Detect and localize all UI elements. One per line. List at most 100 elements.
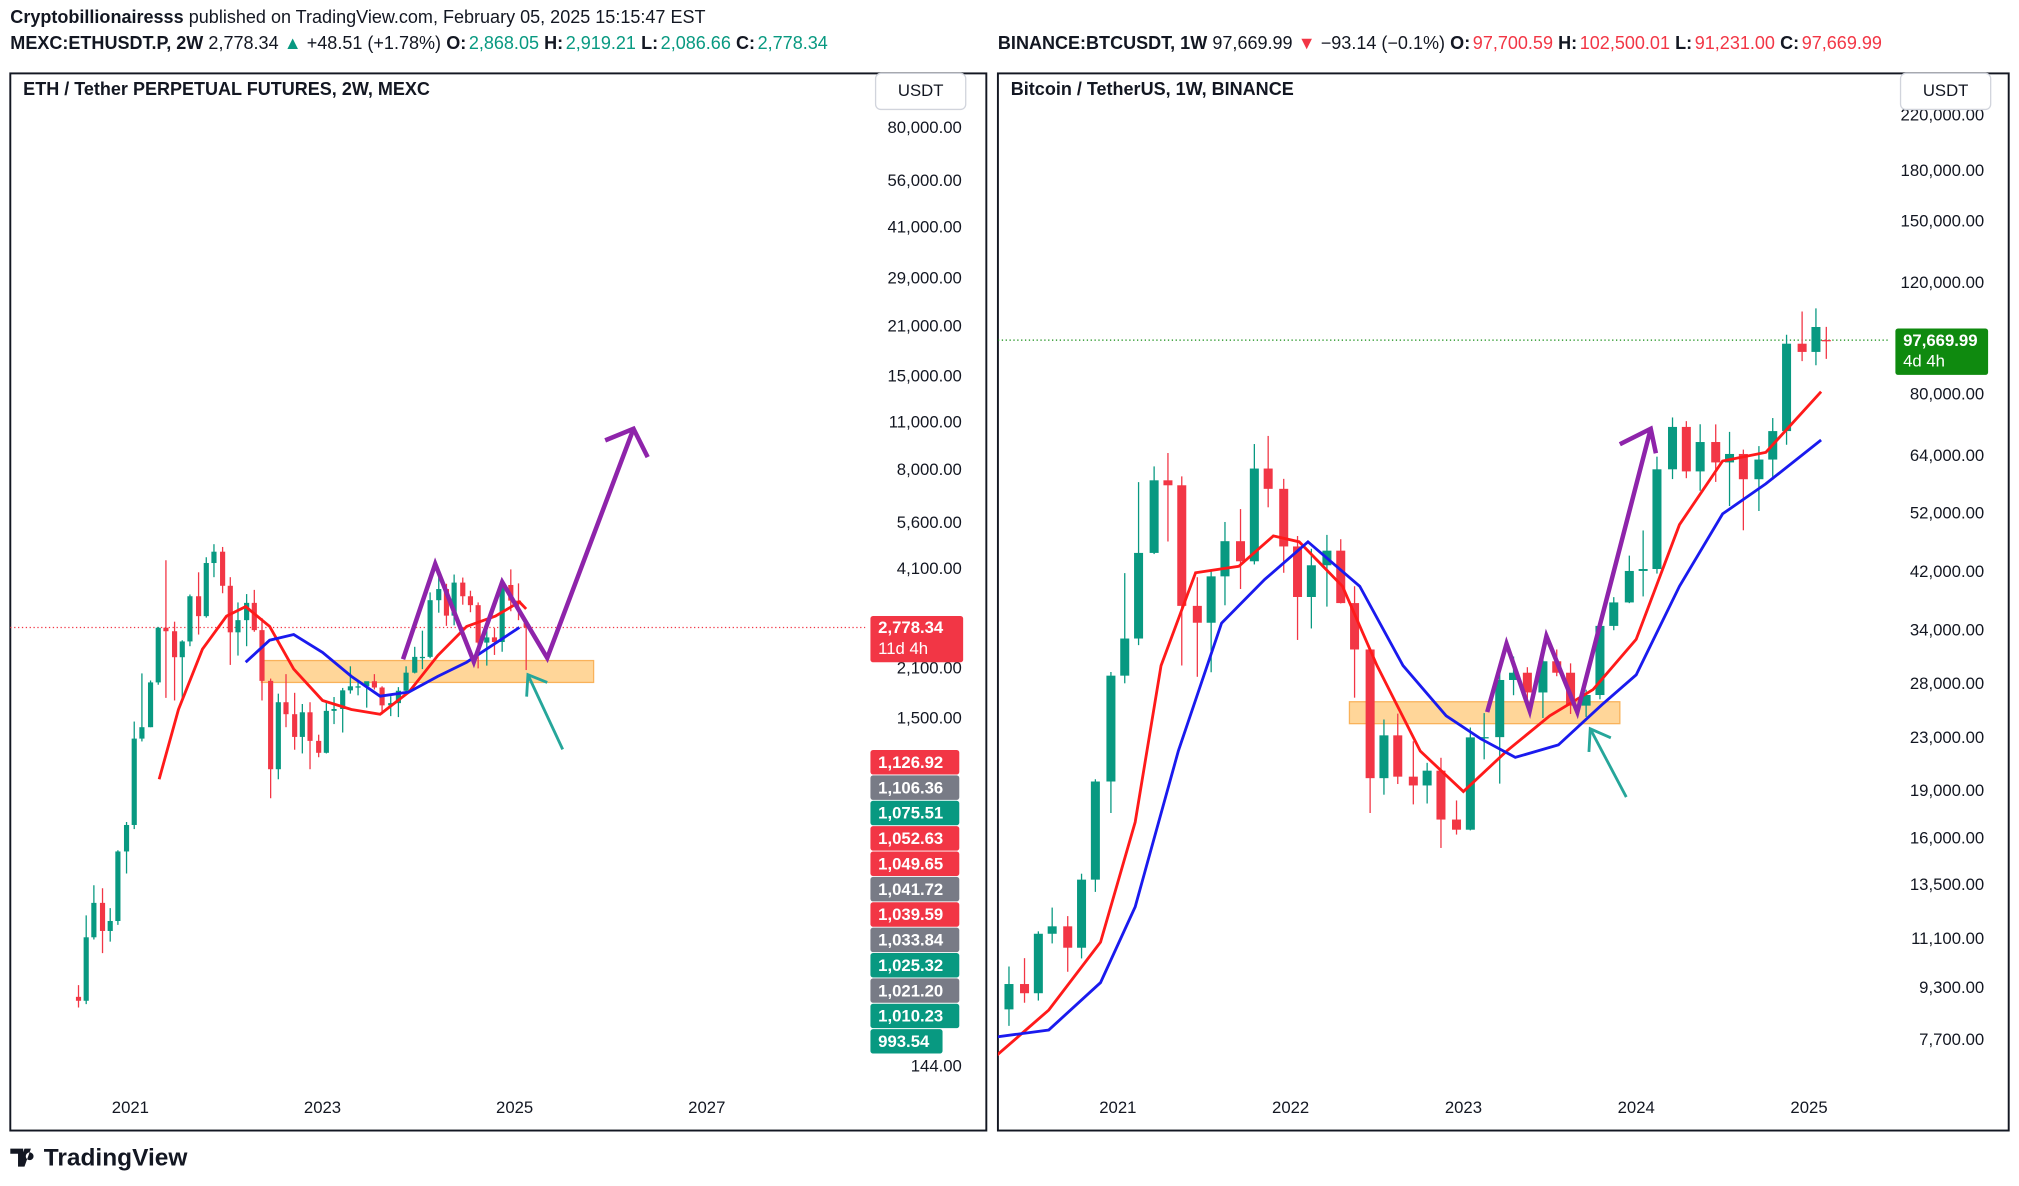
candle-body (275, 702, 281, 770)
candle-body (1566, 672, 1576, 706)
candle-body (1754, 459, 1764, 480)
pattern-arrowhead (1618, 425, 1659, 454)
y-tick-label: 15,000.00 (887, 367, 961, 386)
candle-body (1350, 603, 1360, 650)
candle-body (292, 714, 298, 737)
candle-body (1422, 770, 1432, 786)
candle-body (99, 902, 106, 931)
y-tick-label: 150,000.00 (1901, 211, 1985, 230)
candle-body (340, 690, 346, 710)
last-price: 2,778.34 (208, 32, 279, 53)
y-tick-label: 29,000.00 (887, 269, 961, 288)
candle-body (1581, 695, 1591, 706)
x-tick-label: 2023 (304, 1098, 341, 1117)
candle-body (139, 727, 145, 739)
candle-body (347, 686, 353, 691)
x-tick-label: 2022 (1272, 1098, 1309, 1117)
price-label-box (870, 851, 960, 876)
y-tick-label: 11,100.00 (1911, 929, 1984, 948)
countdown-label: 11d 4h (878, 639, 928, 658)
candle-body (283, 702, 289, 715)
candle-body (1220, 541, 1230, 577)
y-tick-label: 19,000.00 (1910, 781, 1984, 800)
moving-average (997, 390, 1823, 1057)
currency-button (874, 72, 967, 111)
candle-body (259, 630, 265, 681)
logo-icon (10, 1148, 34, 1167)
candle-body (1452, 819, 1462, 830)
ohlc-value: 91,231.00 (1694, 32, 1775, 53)
symbol-line: MEXC:ETHUSDT.P, 2W 2,778.34 ▲ +48.51 (+1.78… (10, 31, 833, 54)
candle-body (1004, 984, 1014, 1010)
candle-body (1047, 926, 1057, 934)
candle-body (1436, 770, 1446, 820)
ohlc-value: 102,500.01 (1579, 32, 1670, 53)
candle-body (147, 682, 154, 728)
price-label-box (870, 1029, 943, 1054)
price-label: 1,010.23 (878, 1007, 943, 1026)
candle-body (1522, 672, 1532, 693)
candle-body (244, 602, 250, 621)
change: +48.51 (+1.78%) (306, 32, 442, 53)
candle-body (1609, 602, 1619, 626)
price-label-box (870, 826, 960, 851)
candle-body (1206, 576, 1216, 623)
candle-body (460, 582, 466, 597)
candle-body (1149, 480, 1159, 553)
candle-body (1782, 343, 1792, 432)
candle-body (388, 703, 394, 706)
candle-body (211, 551, 217, 564)
panel-frame (996, 72, 2010, 1132)
candle-body (1668, 426, 1678, 470)
candle-body (131, 738, 137, 825)
candle-body (427, 600, 433, 657)
green-arrowhead (525, 672, 548, 697)
candle-body (436, 589, 442, 601)
pattern-arrowhead (604, 425, 650, 459)
publish-line: Cryptobillionairesss published on Trading… (10, 5, 710, 28)
last-price-box (1895, 328, 1989, 375)
candle-body (1379, 735, 1389, 779)
symbol-line: BINANCE:BTCUSDT, 1W 97,669.99 ▼ −93.14 (−0.… (998, 31, 1887, 54)
y-tick-label: 9,300.00 (1919, 978, 1984, 997)
y-tick-label: 80,000.00 (887, 118, 961, 137)
green-arrowhead (1587, 726, 1612, 753)
candle-body (163, 627, 169, 632)
y-tick-label: 80,000.00 (1910, 385, 1984, 404)
y-tick-label: 52,000.00 (1910, 503, 1984, 522)
candle-body (467, 596, 474, 606)
price-label: 1,106.36 (878, 778, 943, 797)
price-label-box (870, 978, 960, 1003)
ohlc-key: O: (446, 32, 467, 53)
y-tick-label: 180,000.00 (1901, 161, 1985, 180)
candle-body (1063, 926, 1073, 948)
y-tick-label: 21,000.00 (887, 317, 961, 336)
support-zone (260, 659, 595, 684)
candle-body (1681, 426, 1691, 472)
candle-body (1293, 546, 1303, 597)
ohlc-value: 2,086.66 (660, 32, 731, 53)
x-tick-label: 2023 (1445, 1098, 1482, 1117)
ohlc-key: C: (736, 32, 756, 53)
ohlc-value: 97,700.59 (1472, 32, 1554, 53)
y-tick-label: 4,100.00 (897, 559, 962, 578)
candle-body (1479, 737, 1489, 739)
published-note: published on TradingView.com, February 0… (188, 6, 706, 28)
price-label-box (870, 775, 960, 800)
x-tick-label: 2027 (688, 1098, 725, 1117)
candle-body (364, 681, 370, 687)
candle-body (316, 740, 322, 753)
pattern-drawing (1485, 428, 1653, 720)
y-tick-label: 23,000.00 (1910, 728, 1984, 747)
price-label: 1,039.59 (878, 905, 943, 924)
pattern-drawing (400, 427, 636, 669)
price-label-box (870, 750, 960, 775)
candle-body (1797, 343, 1807, 352)
moving-average (157, 600, 528, 780)
logo (10, 1148, 34, 1167)
candle-body (1695, 442, 1705, 472)
green-arrow (526, 674, 564, 750)
price-label: 1,041.72 (878, 880, 943, 899)
y-tick-label: 220,000.00 (1901, 106, 1985, 125)
